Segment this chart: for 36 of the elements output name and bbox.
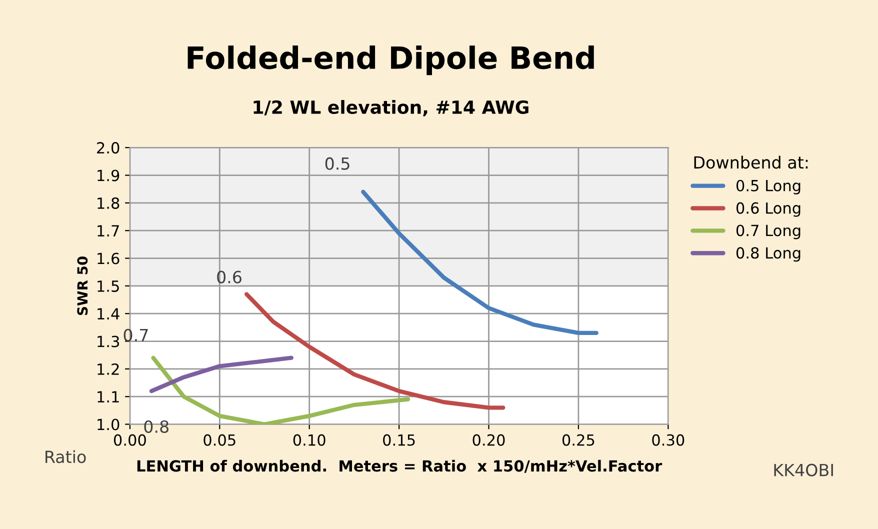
x-tick-label: 0.30 xyxy=(652,434,684,446)
x-tick-label: 0.20 xyxy=(472,434,505,446)
annotation: 0.6 xyxy=(217,270,242,284)
y-tick-label: 1.8 xyxy=(98,197,120,209)
x-tick-label: 0.05 xyxy=(204,434,236,446)
legend-label: 0.5 Long xyxy=(736,180,800,194)
y-tick-label: 1.5 xyxy=(98,280,119,292)
y-axis-title: SWR 50 xyxy=(77,256,88,316)
annotation: 0.5 xyxy=(325,157,350,170)
line-series xyxy=(149,356,294,394)
y-tick-label: 1.6 xyxy=(98,252,120,264)
y-tick-label: 1.0 xyxy=(98,418,120,430)
legend-label: 0.8 Long xyxy=(736,247,800,262)
legend-label: 0.6 Long xyxy=(736,202,800,217)
chart-title: Folded-end Dipole Bend xyxy=(188,46,594,76)
line-series xyxy=(244,292,506,410)
annotation: 0.7 xyxy=(124,328,148,342)
x-tick-label: 0.10 xyxy=(293,434,326,446)
text: Ratio xyxy=(46,450,86,464)
x-tick-label: 0.00 xyxy=(114,434,146,446)
y-tick-label: 1.3 xyxy=(98,336,119,348)
y-tick-label: 1.9 xyxy=(98,170,120,182)
y-tick-label: 2.0 xyxy=(97,142,120,154)
y-tick-label: 1.2 xyxy=(98,363,119,375)
x-tick-label: 0.25 xyxy=(562,434,594,446)
line-series xyxy=(361,190,598,336)
y-tick-label: 1.7 xyxy=(98,225,119,236)
legend-title: Downbend at: xyxy=(694,156,808,169)
text: KK4OBI xyxy=(774,464,833,476)
chart-subtitle: 1/2 WL elevation, #14 AWG xyxy=(254,100,528,116)
legend-label: 0.7 Long xyxy=(736,224,800,240)
x-tick-label: 0.15 xyxy=(383,434,415,446)
x-axis-title: LENGTH of downbend. Meters = Ratio x 150/mHz*Vel.Factor xyxy=(137,460,662,473)
y-tick-label: 1.1 xyxy=(98,391,119,402)
annotation: 0.8 xyxy=(144,420,169,433)
y-tick-label: 1.4 xyxy=(98,308,120,320)
